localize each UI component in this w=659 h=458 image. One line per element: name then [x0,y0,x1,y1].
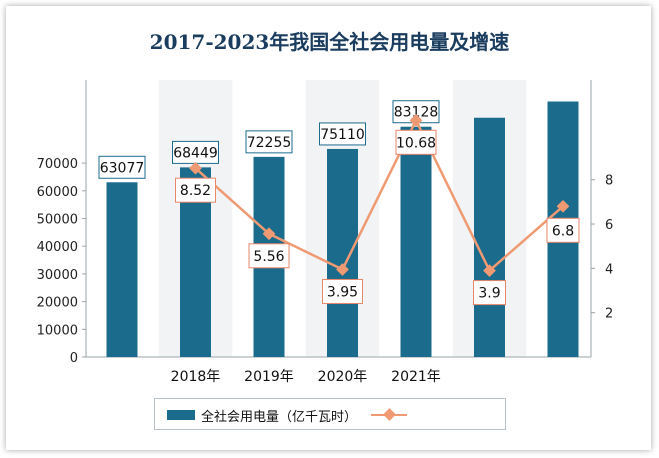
x-tick-label: 2021年 [391,369,441,385]
y-left-tick-label: 40000 [37,240,78,255]
rate-line [194,119,564,272]
bar-value-label: 75110 [320,127,365,143]
rate-value-label: 10.68 [396,135,436,151]
y-left-tick-label: 10000 [37,323,78,338]
y-left-tick-label: 60000 [37,185,78,200]
y-left-tick-label: 70000 [37,157,78,172]
bar [327,148,358,357]
bar-value-label: 63077 [100,160,145,176]
rate-label-box [322,278,363,304]
bar-label-box [319,122,366,146]
rate-value-label: 5.56 [253,249,284,265]
y-left-tick-label: 50000 [37,213,78,228]
rate-point [409,113,423,127]
rate-label-box [248,243,290,269]
legend-bar-label: 全社会用电量（亿千瓦时） [201,410,358,425]
rate-label-box [473,280,506,306]
rate-point [262,227,276,241]
x-tick-label: 2019年 [244,369,294,385]
x-tick-label: 2018年 [171,369,221,385]
bar-value-label: 72255 [247,135,292,151]
rate-label-box [175,177,216,203]
rate-point [189,161,202,175]
rate-value-label: 3.95 [327,284,358,300]
x-tick-label: 2020年 [318,369,368,385]
rate-label-box [546,217,580,243]
bar-label-box [98,155,146,179]
y-right-tick-label: 2 [605,307,613,322]
legend-bar-swatch [167,410,195,420]
legend-line-marker [383,408,396,421]
bar-label-box [245,130,293,154]
chart-legend: 全社会用电量（亿千瓦时） [154,398,506,430]
rate-point [483,264,496,277]
y-left-tick-label: 20000 [37,296,78,311]
bar-value-label: 83128 [394,105,439,121]
y-right-tick-label: 6 [605,218,613,233]
rate-point [336,263,349,276]
rate-value-label: 3.9 [478,286,500,302]
rate-label-box [395,129,437,155]
y-left-tick-label: 0 [70,351,78,366]
bar [400,126,432,357]
bar-value-label: 68449 [173,145,218,161]
rate-value-label: 6.8 [552,223,574,239]
chart-title: 2017-2023年我国全社会用电量及增速 [149,30,510,54]
rate-value-label: 8.52 [180,183,211,199]
bar [106,182,138,357]
y-right-tick-label: 4 [605,262,613,277]
bar [474,117,505,357]
y-left-tick-label: 30000 [37,268,78,283]
y-right-tick-label: 8 [605,174,613,189]
